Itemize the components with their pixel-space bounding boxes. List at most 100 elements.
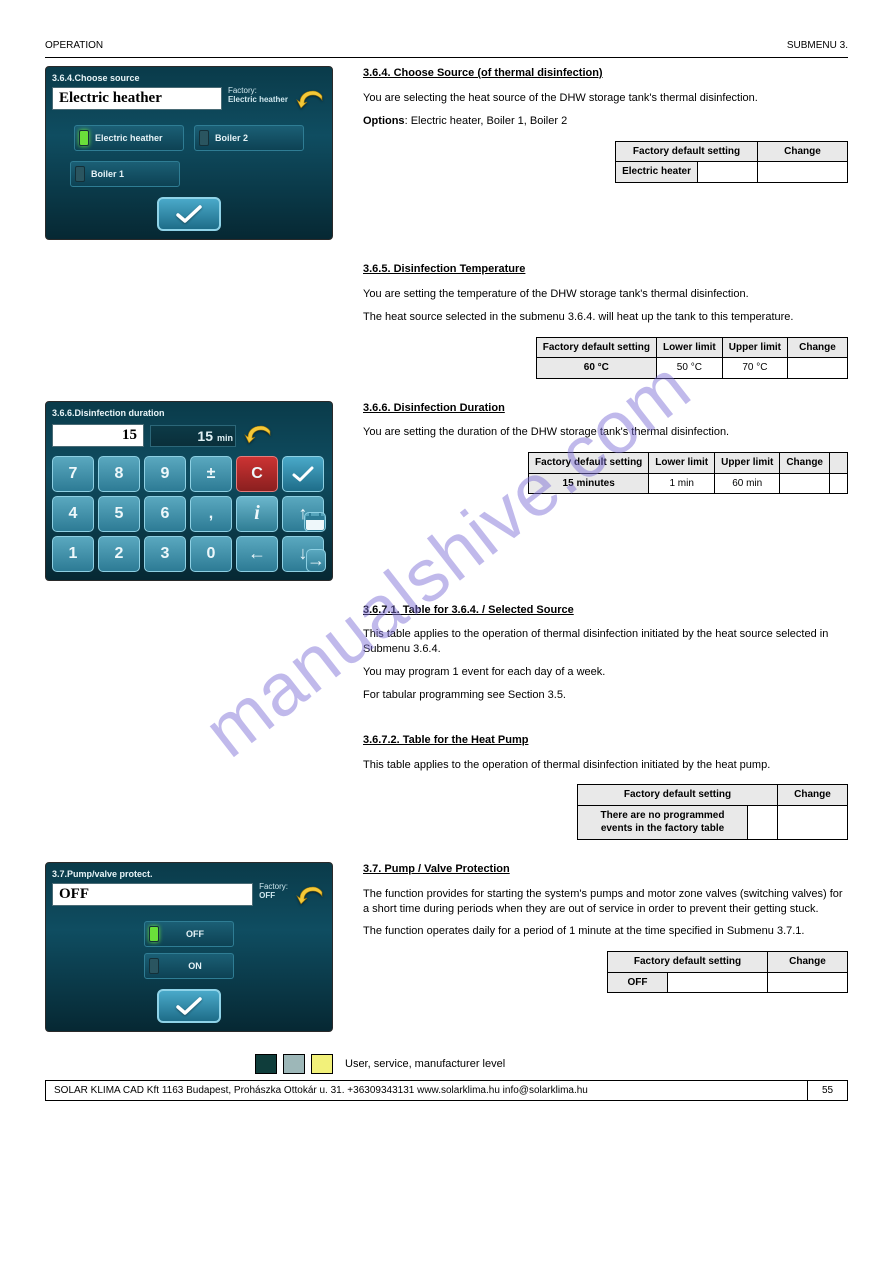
value-37: OFF (52, 883, 253, 906)
legend-text: User, service, manufacturer level (345, 1058, 505, 1070)
th: Upper limit (715, 453, 780, 474)
th: Factory default setting (616, 141, 758, 162)
td: 1 min (649, 473, 715, 494)
back-icon[interactable] (294, 87, 326, 115)
td (780, 473, 830, 494)
key-clear[interactable]: C (236, 456, 278, 492)
key-7[interactable]: 7 (52, 456, 94, 492)
td: OFF (608, 972, 668, 993)
screen-37: 3.7.Pump/valve protect. OFF Factory: OFF… (45, 862, 333, 1032)
th: Lower limit (649, 453, 715, 474)
key-0[interactable]: 0 (190, 536, 232, 572)
td: 60 °C (536, 358, 656, 379)
confirm-button[interactable] (157, 989, 221, 1023)
body-365a: You are setting the temperature of the D… (363, 287, 848, 302)
body-3671c: For tabular programming see Section 3.5. (363, 688, 848, 703)
heading-37: 3.7. Pump / Valve Protection (363, 862, 848, 877)
body-365b: The heat source selected in the submenu … (363, 310, 848, 325)
led-on-icon (79, 130, 89, 146)
body-364: You are selecting the heat source of the… (363, 91, 848, 106)
factory-364: Factory: Electric heather (228, 87, 288, 105)
option-electric-heather[interactable]: Electric heather (74, 125, 184, 151)
option-label: ON (165, 961, 225, 971)
options-text-364: Electric heater, Boiler 1, Boiler 2 (411, 115, 568, 127)
option-boiler-1[interactable]: Boiler 1 (70, 161, 180, 187)
td (758, 162, 848, 183)
key-9[interactable]: 9 (144, 456, 186, 492)
led-off-icon (199, 130, 209, 146)
table-364: Factory default settingChange Electric h… (615, 141, 848, 183)
factory-364-value: Electric heather (228, 96, 288, 105)
key-plusminus[interactable]: ± (190, 456, 232, 492)
option-on[interactable]: ON (144, 953, 234, 979)
kp-display-2-value: 15 (197, 428, 213, 444)
kp-display-2: 15 min (150, 425, 236, 447)
screen-37-title: 3.7.Pump/valve protect. (52, 869, 326, 879)
value-364: Electric heather (52, 87, 222, 110)
body-3672: This table applies to the operation of t… (363, 758, 848, 773)
key-1[interactable]: 1 (52, 536, 94, 572)
key-calendar[interactable] (304, 512, 326, 532)
legend-swatch-2 (283, 1054, 305, 1074)
td (668, 972, 768, 993)
body-366: You are setting the duration of the DHW … (363, 425, 848, 440)
led-off-icon (149, 958, 159, 974)
heading-366: 3.6.6. Disinfection Duration (363, 401, 848, 416)
confirm-button[interactable] (157, 197, 221, 231)
key-confirm[interactable] (282, 456, 324, 492)
td: 15 minutes (529, 473, 649, 494)
footer-page: 55 (808, 1080, 848, 1100)
back-icon[interactable] (294, 883, 326, 911)
td: There are no programmed events in the fa… (578, 805, 748, 839)
th: Factory default setting (578, 785, 778, 806)
th: Factory default setting (608, 952, 768, 973)
legend: User, service, manufacturer level (255, 1054, 848, 1074)
key-8[interactable]: 8 (98, 456, 140, 492)
key-comma[interactable]: , (190, 496, 232, 532)
th: Factory default setting (529, 453, 649, 474)
key-4[interactable]: 4 (52, 496, 94, 532)
key-left[interactable]: ← (236, 536, 278, 572)
option-off[interactable]: OFF (144, 921, 234, 947)
body-37a: The function provides for starting the s… (363, 887, 848, 917)
option-label: OFF (165, 929, 225, 939)
td (698, 162, 758, 183)
td: Electric heater (616, 162, 698, 183)
table-365: Factory default setting Lower limit Uppe… (536, 337, 848, 379)
header-right: SUBMENU 3. (787, 40, 848, 51)
option-label: Boiler 1 (91, 169, 124, 179)
footer: SOLAR KLIMA CAD Kft 1163 Budapest, Prohá… (45, 1080, 848, 1101)
screen-364-title: 3.6.4.Choose source (52, 73, 326, 83)
legend-swatch-1 (255, 1054, 277, 1074)
led-off-icon (75, 166, 85, 182)
screen-364: 3.6.4.Choose source Electric heather Fac… (45, 66, 333, 240)
back-icon[interactable] (242, 422, 274, 450)
rule-top (45, 57, 848, 58)
th: Upper limit (722, 337, 787, 358)
heading-364: 3.6.4. Choose Source (of thermal disinfe… (363, 66, 848, 81)
th: Change (768, 952, 848, 973)
td (768, 972, 848, 993)
heading-3671: 3.6.7.1. Table for 3.6.4. / Selected Sou… (363, 603, 848, 618)
table-37: Factory default settingChange OFF (607, 951, 848, 993)
option-boiler-2[interactable]: Boiler 2 (194, 125, 304, 151)
body-3671a: This table applies to the operation of t… (363, 627, 848, 657)
table-366: Factory default setting Lower limit Uppe… (528, 452, 848, 494)
th: Change (778, 785, 848, 806)
key-right[interactable]: → (306, 549, 326, 572)
kp-display-1: 15 (52, 424, 144, 447)
factory-37: Factory: OFF (259, 883, 288, 901)
key-3[interactable]: 3 (144, 536, 186, 572)
key-6[interactable]: 6 (144, 496, 186, 532)
key-2[interactable]: 2 (98, 536, 140, 572)
header-left: OPERATION (45, 40, 103, 51)
body-37b: The function operates daily for a period… (363, 924, 848, 939)
footer-text: SOLAR KLIMA CAD Kft 1163 Budapest, Prohá… (46, 1080, 808, 1100)
screen-366: 3.6.6.Disinfection duration 15 15 min 7 … (45, 401, 333, 581)
th: Change (758, 141, 848, 162)
key-info[interactable]: i (236, 496, 278, 532)
legend-swatch-3 (311, 1054, 333, 1074)
td (788, 358, 848, 379)
th: Change (780, 453, 830, 474)
key-5[interactable]: 5 (98, 496, 140, 532)
